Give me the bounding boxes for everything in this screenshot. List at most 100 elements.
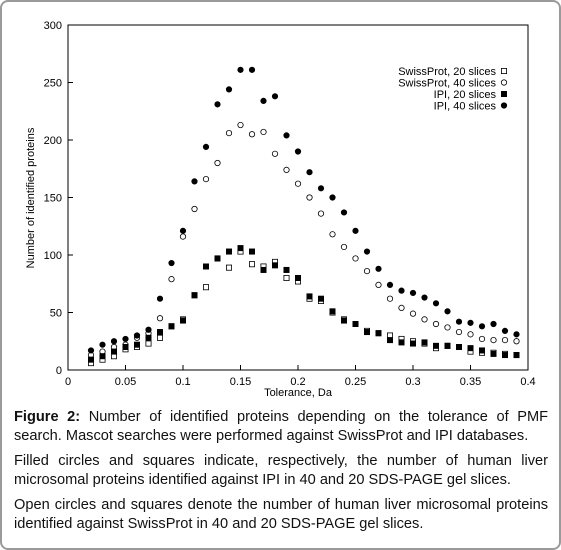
marker-square — [444, 342, 451, 349]
marker-circle — [214, 101, 221, 108]
marker-square — [306, 293, 313, 300]
marker-circle — [467, 331, 474, 338]
marker-circle — [248, 131, 256, 138]
marker-square — [202, 284, 209, 291]
marker-circle — [352, 255, 359, 262]
marker-circle — [202, 143, 210, 150]
marker-circle — [432, 300, 440, 307]
marker-circle — [444, 308, 451, 315]
legend-label: SwissProt, 40 slices — [398, 78, 496, 90]
marker-square — [467, 345, 474, 352]
legend-label: IPI, 40 slices — [434, 101, 497, 113]
x-tick-label: 0.3 — [405, 376, 420, 388]
marker-circle — [490, 320, 497, 328]
marker-square — [490, 350, 497, 357]
marker-square — [214, 255, 221, 262]
marker-circle — [306, 194, 313, 201]
chart: Tolerance, Da Number of identified prote… — [25, 20, 536, 399]
x-tick-label: 0 — [65, 376, 71, 388]
marker-circle — [179, 233, 187, 240]
marker-circle — [110, 338, 118, 345]
x-tick-label: 0.35 — [460, 376, 481, 388]
marker-square — [156, 329, 163, 336]
y-tick-label: 0 — [56, 365, 62, 377]
marker-square — [156, 334, 163, 341]
caption-main: Figure 2: Number of identified proteins … — [14, 408, 548, 446]
marker-square — [398, 339, 405, 346]
marker-circle — [398, 287, 405, 294]
marker-circle — [513, 331, 520, 338]
marker-square — [248, 248, 255, 255]
marker-circle — [317, 185, 325, 192]
x-tick-label: 0.05 — [115, 376, 136, 388]
marker-square — [191, 292, 198, 299]
marker-circle — [156, 295, 164, 302]
marker-square — [133, 341, 140, 348]
marker-circle — [329, 231, 336, 238]
marker-circle — [202, 176, 210, 183]
marker-square — [271, 262, 278, 269]
marker-circle — [501, 327, 509, 334]
marker-circle — [156, 315, 164, 322]
marker-square — [122, 343, 129, 350]
marker-circle — [248, 66, 256, 73]
marker-circle — [363, 267, 371, 275]
marker-circle — [386, 281, 394, 288]
x-tick-label: 0.2 — [290, 376, 305, 388]
marker-square — [432, 342, 439, 349]
marker-circle — [271, 93, 279, 100]
marker-circle — [432, 320, 440, 328]
marker-square — [99, 353, 106, 360]
marker-circle — [375, 265, 382, 272]
marker-circle — [455, 328, 463, 336]
marker-circle — [329, 194, 336, 201]
marker-square — [168, 323, 175, 330]
marker-circle — [225, 130, 233, 137]
marker-circle — [455, 318, 463, 325]
marker-square — [248, 261, 255, 268]
marker-square — [294, 274, 301, 281]
marker-circle — [179, 227, 187, 234]
marker-circle — [191, 205, 198, 213]
legend-marker — [500, 79, 508, 86]
marker-square — [202, 263, 209, 270]
x-tick-label: 0.1 — [175, 376, 190, 388]
marker-circle — [87, 347, 95, 354]
marker-square — [513, 352, 520, 359]
legend-marker — [500, 68, 507, 75]
marker-circle — [283, 166, 290, 173]
marker-square — [340, 317, 347, 324]
caption-paragraph: Filled circles and squares indicate, res… — [14, 453, 548, 488]
legend-marker — [500, 91, 507, 98]
marker-circle — [168, 276, 175, 283]
marker-square — [317, 295, 324, 302]
marker-square — [363, 329, 370, 336]
marker-circle — [122, 335, 129, 343]
y-tick-label: 100 — [44, 250, 62, 262]
marker-square — [179, 317, 186, 324]
marker-square — [88, 356, 95, 363]
marker-circle — [260, 128, 267, 136]
marker-circle — [306, 169, 313, 176]
marker-square — [329, 308, 336, 315]
marker-circle — [133, 332, 141, 339]
y-axis-label: Number of identified proteins — [25, 127, 37, 268]
marker-square — [283, 274, 290, 281]
marker-square — [455, 343, 462, 350]
marker-circle — [317, 210, 325, 217]
y-tick-label: 150 — [44, 193, 62, 205]
marker-square — [421, 339, 428, 346]
marker-circle — [501, 336, 509, 344]
marker-circle — [467, 319, 474, 326]
marker-circle — [421, 316, 428, 323]
marker-square — [478, 347, 485, 354]
marker-circle — [340, 209, 348, 216]
marker-square — [145, 340, 152, 347]
marker-circle — [294, 148, 302, 155]
caption: Figure 2: Number of identified proteins … — [14, 408, 548, 540]
marker-square — [501, 352, 508, 359]
caption-text: Number of identified proteins depending … — [14, 409, 549, 444]
marker-circle — [237, 121, 244, 129]
marker-circle — [398, 304, 405, 311]
